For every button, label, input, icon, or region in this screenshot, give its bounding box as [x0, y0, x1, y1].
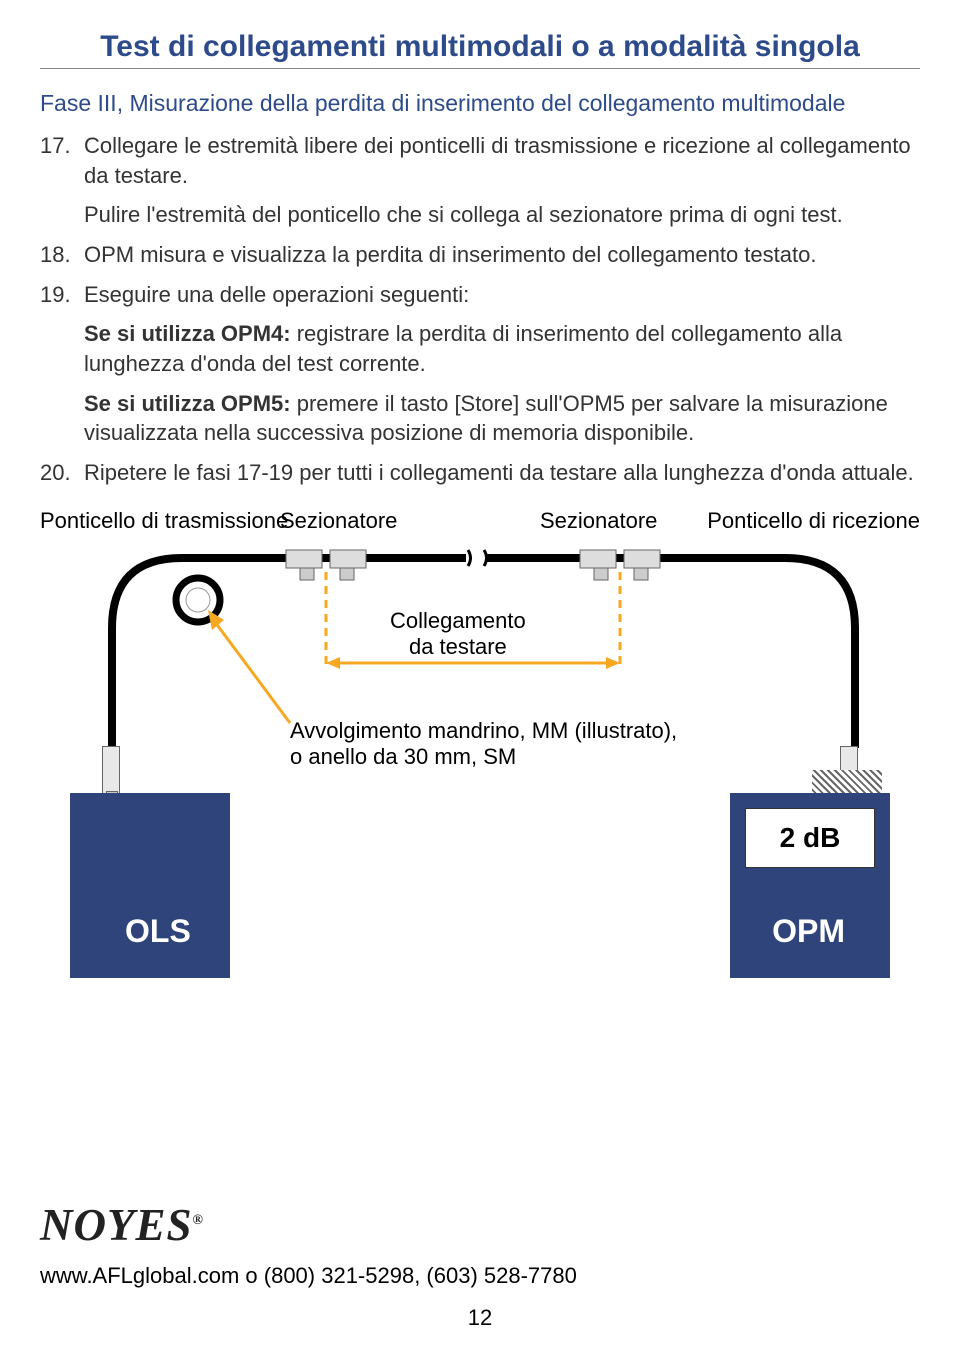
step-19-opm5: Se si utilizza OPM5: premere il tasto [S…	[84, 389, 920, 448]
label-rx-jumper: Ponticello di ricezione	[707, 508, 920, 534]
step-17-note: Pulire l'estremità del ponticello che si…	[84, 200, 920, 230]
label-link-test: Collegamento da testare	[390, 608, 526, 660]
step-num: 20.	[40, 458, 84, 488]
ols-connector	[102, 746, 120, 794]
step-num: 18.	[40, 240, 84, 270]
opm-reading: 2 dB	[745, 808, 875, 868]
bold-label: Se si utilizza OPM5:	[84, 391, 291, 416]
step-20: 20. Ripetere le fasi 17-19 per tutti i c…	[40, 458, 920, 488]
step-text: OPM misura e visualizza la perdita di in…	[84, 240, 920, 270]
step-18: 18. OPM misura e visualizza la perdita d…	[40, 240, 920, 270]
footer-text: www.AFLglobal.com o (800) 321-5298, (603…	[40, 1263, 577, 1289]
label-sezionatore-right: Sezionatore	[540, 508, 657, 534]
diagram: Sezionatore Sezionatore Ponticello di tr…	[40, 508, 920, 1018]
step-num: 17.	[40, 131, 84, 190]
ols-device	[70, 793, 230, 978]
section-subtitle: Fase III, Misurazione della perdita di i…	[40, 89, 920, 119]
step-text: Eseguire una delle operazioni seguenti:	[84, 280, 920, 310]
step-text: Ripetere le fasi 17-19 per tutti i colle…	[84, 458, 920, 488]
step-19-opm4: Se si utilizza OPM4: registrare la perdi…	[84, 319, 920, 378]
title-underline	[40, 68, 920, 69]
label-sezionatore-left: Sezionatore	[280, 508, 397, 534]
page-title: Test di collegamenti multimodali o a mod…	[40, 30, 920, 64]
step-text: Collegare le estremità libere dei pontic…	[84, 131, 920, 190]
ols-label: OLS	[125, 913, 191, 950]
step-num: 19.	[40, 280, 84, 310]
label-tx-jumper: Ponticello di trasmissione	[40, 508, 288, 534]
brand-text: NOYES	[40, 1200, 193, 1250]
bold-label: Se si utilizza OPM4:	[84, 321, 291, 346]
page-number: 12	[468, 1305, 492, 1331]
steps-list: 17. Collegare le estremità libere dei po…	[40, 131, 920, 488]
opm-label: OPM	[772, 913, 845, 950]
label-mandrel: Avvolgimento mandrino, MM (illustrato), …	[290, 718, 677, 770]
brand-logo: NOYES®	[40, 1199, 204, 1251]
step-19: 19. Eseguire una delle operazioni seguen…	[40, 280, 920, 310]
step-17: 17. Collegare le estremità libere dei po…	[40, 131, 920, 190]
registered-icon: ®	[193, 1213, 204, 1228]
